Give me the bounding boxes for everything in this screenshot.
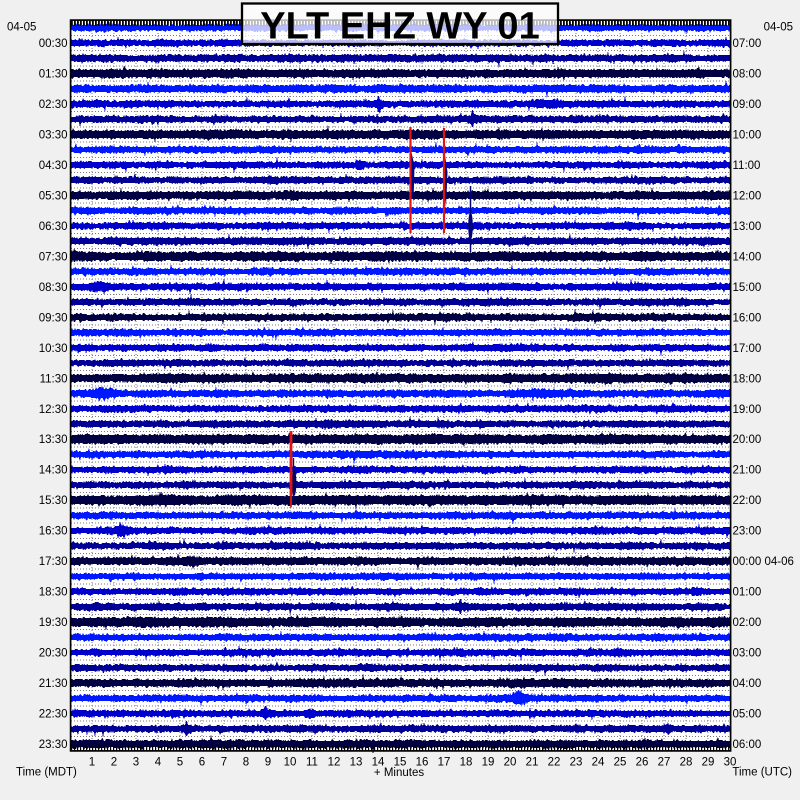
svg-text:8: 8 (243, 757, 249, 769)
svg-text:1: 1 (89, 757, 95, 769)
svg-text:15: 15 (394, 757, 407, 769)
svg-text:22:00: 22:00 (733, 495, 762, 507)
svg-text:3: 3 (133, 757, 139, 769)
svg-text:23:30: 23:30 (39, 739, 68, 751)
svg-text:23:00: 23:00 (733, 526, 762, 538)
svg-text:+ Minutes: + Minutes (374, 767, 424, 779)
svg-text:19:00: 19:00 (733, 404, 762, 416)
svg-text:23: 23 (570, 757, 583, 769)
svg-text:15:00: 15:00 (733, 282, 762, 294)
svg-text:26: 26 (636, 757, 649, 769)
svg-text:07:30: 07:30 (39, 251, 68, 263)
svg-text:10:00: 10:00 (733, 129, 762, 141)
svg-text:10: 10 (284, 757, 297, 769)
svg-text:12:00: 12:00 (733, 190, 762, 202)
svg-text:04:30: 04:30 (39, 160, 68, 172)
svg-text:21:00: 21:00 (733, 465, 762, 477)
svg-text:6: 6 (199, 757, 205, 769)
svg-text:16: 16 (416, 757, 429, 769)
svg-text:19:30: 19:30 (39, 617, 68, 629)
svg-text:08:00: 08:00 (733, 69, 762, 81)
svg-text:03:00: 03:00 (733, 648, 762, 660)
svg-text:18:30: 18:30 (39, 587, 68, 599)
svg-text:22: 22 (548, 757, 561, 769)
svg-text:4: 4 (155, 757, 162, 769)
svg-text:28: 28 (680, 757, 693, 769)
svg-text:05:00: 05:00 (733, 709, 762, 721)
svg-text:21: 21 (526, 757, 539, 769)
svg-text:11:00: 11:00 (733, 160, 761, 172)
svg-text:13:30: 13:30 (39, 434, 68, 446)
svg-text:04-05: 04-05 (7, 22, 36, 34)
svg-text:17: 17 (438, 757, 451, 769)
svg-text:14:00: 14:00 (733, 251, 762, 263)
svg-text:00:30: 00:30 (39, 38, 68, 50)
svg-text:11:30: 11:30 (40, 373, 68, 385)
svg-text:02:30: 02:30 (39, 99, 68, 111)
svg-text:04:00: 04:00 (733, 678, 762, 690)
svg-text:12: 12 (328, 757, 341, 769)
svg-text:20: 20 (504, 757, 517, 769)
svg-text:00:00 04-06: 00:00 04-06 (733, 556, 794, 568)
svg-text:17:00: 17:00 (733, 343, 762, 355)
svg-text:13: 13 (350, 757, 363, 769)
svg-text:09:30: 09:30 (39, 312, 68, 324)
svg-text:08:30: 08:30 (39, 282, 68, 294)
svg-text:2: 2 (111, 757, 117, 769)
svg-text:21:30: 21:30 (39, 678, 68, 690)
svg-text:20:00: 20:00 (733, 434, 762, 446)
svg-text:18: 18 (460, 757, 473, 769)
svg-text:9: 9 (265, 757, 271, 769)
svg-text:04-05: 04-05 (764, 22, 793, 34)
svg-text:5: 5 (177, 757, 183, 769)
svg-text:06:30: 06:30 (39, 221, 68, 233)
svg-text:12:30: 12:30 (39, 404, 68, 416)
svg-text:01:30: 01:30 (39, 69, 68, 81)
svg-text:03:30: 03:30 (39, 129, 68, 141)
svg-text:YLT EHZ WY 01: YLT EHZ WY 01 (260, 6, 539, 48)
svg-text:11: 11 (306, 757, 318, 769)
svg-text:17:30: 17:30 (39, 556, 68, 568)
svg-text:07:00: 07:00 (733, 38, 762, 50)
svg-text:06:00: 06:00 (733, 739, 762, 751)
svg-text:18:00: 18:00 (733, 373, 762, 385)
svg-text:Time (UTC): Time (UTC) (732, 767, 792, 779)
svg-text:22:30: 22:30 (39, 709, 68, 721)
svg-text:29: 29 (702, 757, 715, 769)
svg-text:10:30: 10:30 (39, 343, 68, 355)
svg-text:24: 24 (592, 757, 605, 769)
svg-text:30: 30 (724, 757, 737, 769)
svg-text:13:00: 13:00 (733, 221, 762, 233)
svg-text:15:30: 15:30 (39, 495, 68, 507)
svg-text:16:30: 16:30 (39, 526, 68, 538)
svg-text:02:00: 02:00 (733, 617, 762, 629)
svg-text:14: 14 (372, 757, 385, 769)
svg-text:05:30: 05:30 (39, 190, 68, 202)
svg-text:25: 25 (614, 757, 627, 769)
svg-text:Time (MDT): Time (MDT) (16, 767, 77, 779)
svg-text:19: 19 (482, 757, 495, 769)
svg-text:20:30: 20:30 (39, 648, 68, 660)
svg-text:01:00: 01:00 (733, 587, 762, 599)
svg-text:16:00: 16:00 (733, 312, 762, 324)
svg-text:09:00: 09:00 (733, 99, 762, 111)
svg-text:7: 7 (221, 757, 227, 769)
svg-text:14:30: 14:30 (39, 465, 68, 477)
svg-text:27: 27 (658, 757, 671, 769)
